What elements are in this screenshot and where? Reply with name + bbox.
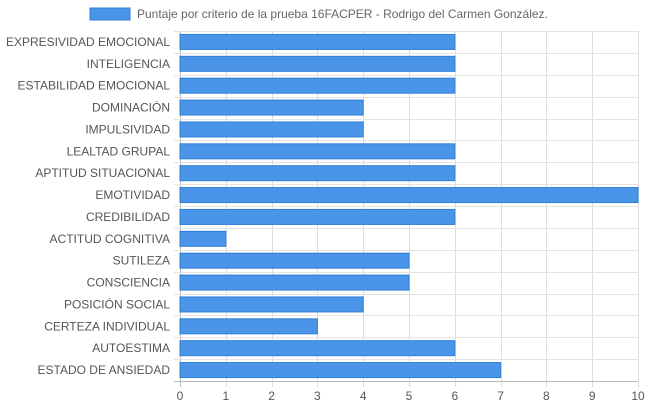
bar[interactable] <box>179 121 364 138</box>
x-tick-label: 3 <box>314 389 321 403</box>
x-tick-label: 10 <box>631 389 645 403</box>
x-tick-label: 0 <box>177 389 184 403</box>
x-tick-label: 7 <box>497 389 504 403</box>
bar[interactable] <box>179 252 410 269</box>
x-tick-label: 2 <box>268 389 275 403</box>
category-label: CREDIBILIDAD <box>86 210 170 224</box>
category-label: POSICIÓN SOCIAL <box>64 296 170 311</box>
x-tick-label: 9 <box>589 389 596 403</box>
category-label: SUTILEZA <box>113 254 170 268</box>
bar[interactable] <box>179 296 364 313</box>
x-tick-label: 5 <box>406 389 413 403</box>
bar[interactable] <box>179 340 456 357</box>
category-label: INTELIGENCIA <box>87 57 170 71</box>
bar[interactable] <box>179 165 456 182</box>
bar[interactable] <box>179 318 318 335</box>
legend[interactable]: Puntaje por criterio de la prueba 16FACP… <box>89 7 548 21</box>
category-label: AUTOESTIMA <box>92 341 170 355</box>
category-label: DOMINACIÓN <box>92 100 170 115</box>
x-axis-tick-labels: 0 1 2 3 4 5 6 7 8 9 10 <box>177 389 645 403</box>
x-tick-label: 8 <box>543 389 550 403</box>
x-tick-label: 1 <box>222 389 229 403</box>
legend-label: Puntaje por criterio de la prueba 16FACP… <box>137 7 548 21</box>
bar[interactable] <box>179 55 456 72</box>
bar[interactable] <box>179 143 456 160</box>
bar[interactable] <box>179 187 639 204</box>
category-label: LEALTAD GRUPAL <box>67 144 171 158</box>
category-label: ACTITUD COGNITIVA <box>50 232 170 246</box>
legend-swatch <box>89 7 131 21</box>
category-label: EMOTIVIDAD <box>95 188 170 202</box>
bars <box>179 33 639 379</box>
category-label: EXPRESIVIDAD EMOCIONAL <box>6 35 170 49</box>
category-label: APTITUD SITUACIONAL <box>35 166 170 180</box>
category-labels: EXPRESIVIDAD EMOCIONAL INTELIGENCIA ESTABI… <box>6 35 170 377</box>
bar[interactable] <box>179 77 456 94</box>
category-label: IMPULSIVIDAD <box>85 122 170 136</box>
bar[interactable] <box>179 99 364 116</box>
bar[interactable] <box>179 208 456 225</box>
category-label: ESTADO DE ANSIEDAD <box>38 363 171 377</box>
bar[interactable] <box>179 362 502 379</box>
x-tick-label: 4 <box>360 389 367 403</box>
bar[interactable] <box>179 274 410 291</box>
x-tick-label: 6 <box>451 389 458 403</box>
category-label: CERTEZA INDIVIDUAL <box>44 319 170 333</box>
bar[interactable] <box>179 230 227 247</box>
category-label: ESTABILIDAD EMOCIONAL <box>18 79 171 93</box>
category-label: CONSCIENCIA <box>87 276 170 290</box>
bar[interactable] <box>179 33 456 50</box>
